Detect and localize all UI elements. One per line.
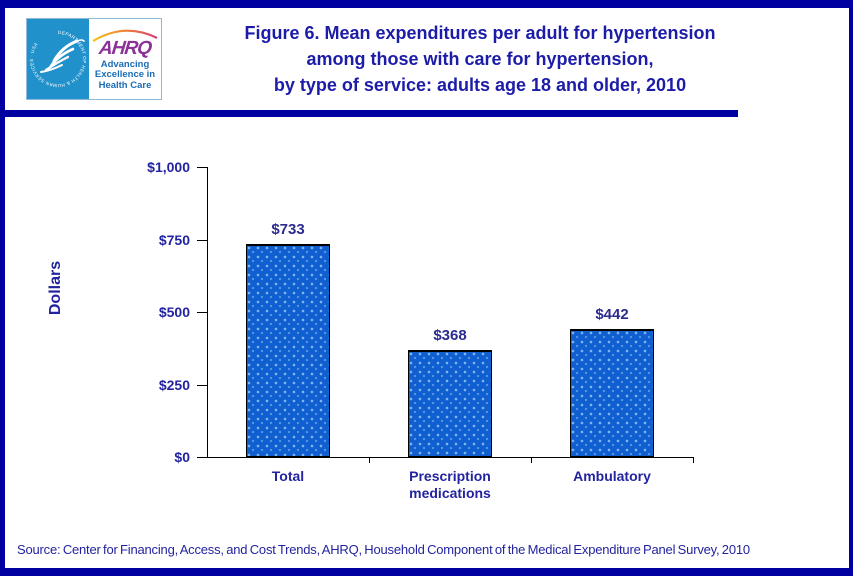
bar-value-label: $368 (433, 327, 467, 345)
header-divider-rule (4, 110, 738, 117)
y-axis-title: Dollars (47, 260, 64, 316)
ahrq-swoosh-icon (92, 29, 158, 42)
bar-total (246, 244, 330, 457)
category-label: Total (271, 468, 305, 484)
ahrq-tagline-line2: Excellence in (94, 69, 156, 81)
y-axis-line (207, 167, 208, 457)
y-axis-tick (197, 167, 207, 168)
y-axis-tick-label: $1,000 (147, 159, 190, 175)
y-axis-tick-label: $750 (158, 232, 190, 248)
category-label: Ambulatory (573, 468, 651, 484)
hhs-seal: DEPARTMENT OF HEALTH & HUMAN SERVICES · … (27, 19, 89, 99)
ahrq-tagline: Advancing Excellence in Health Care (94, 58, 156, 92)
bar-value-label: $733 (271, 221, 305, 239)
x-axis-line (207, 457, 694, 458)
y-axis-tick-label: $0 (174, 449, 190, 465)
y-axis-tick (197, 240, 207, 241)
ahrq-logo: AHRQ Advancing Excellence in Health Care (89, 19, 161, 99)
bar-ambulatory (570, 328, 654, 457)
figure-title-line1: Figure 6. Mean expenditures per adult fo… (244, 23, 716, 43)
figure-title: Figure 6. Mean expenditures per adult fo… (210, 20, 750, 98)
y-axis-tick (197, 457, 207, 458)
hhs-ahrq-logo: DEPARTMENT OF HEALTH & HUMAN SERVICES · … (26, 18, 162, 100)
x-axis-tick (369, 457, 370, 463)
x-axis-tick (531, 457, 532, 463)
ahrq-tagline-line1: Advancing (100, 58, 150, 70)
y-axis-tick-label: $500 (158, 304, 190, 320)
bar-value-label: $442 (595, 305, 629, 323)
y-axis-tick (197, 385, 207, 386)
bar-prescription-medications (408, 350, 492, 457)
y-axis-tick (197, 312, 207, 313)
x-axis-tick (693, 457, 694, 463)
figure-title-line3: by type of service: adults age 18 and ol… (273, 75, 687, 95)
figure-title-line2: among those with care for hypertension, (306, 49, 654, 69)
source-note: Source: Center for Financing, Access, an… (17, 542, 750, 557)
ahrq-tagline-line3: Health Care (98, 79, 152, 91)
y-axis-tick-label: $250 (158, 377, 190, 393)
category-label: Prescription medications (409, 468, 491, 501)
hhs-eagle-icon: DEPARTMENT OF HEALTH & HUMAN SERVICES · … (29, 30, 87, 88)
